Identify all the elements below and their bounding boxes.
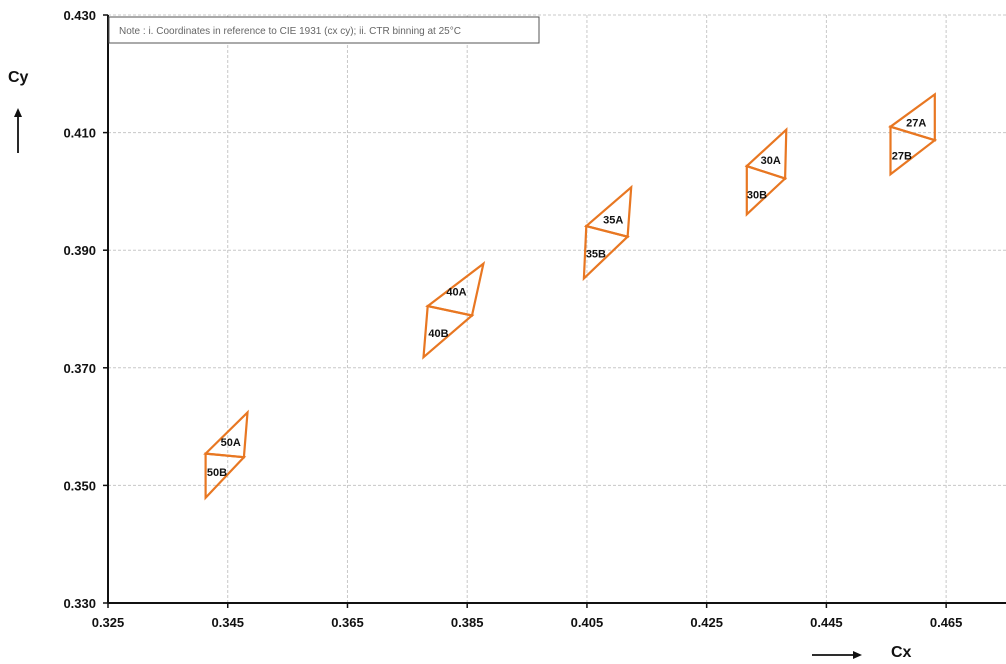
x-tick-labels: 0.325 0.345 0.365 0.385 0.405 0.425 0.445 0.465 <box>92 615 963 630</box>
bin-35b-label: 35B <box>586 249 606 261</box>
x-tick-label: 0.405 <box>571 615 604 630</box>
bin-40b-label: 40B <box>428 328 448 340</box>
bin-50b-shape <box>204 452 247 501</box>
x-tick-label: 0.325 <box>92 615 125 630</box>
bin-labels: 50A 50B 40A 40B 35A 35B 30A 30B 27A 27B <box>207 118 926 479</box>
bin-50a-label: 50A <box>221 437 241 449</box>
bin-50b-label: 50B <box>207 467 227 479</box>
bin-40a-label: 40A <box>446 286 466 298</box>
y-tick-label: 0.390 <box>63 243 96 258</box>
bin-27b-shape <box>889 125 938 177</box>
bin-27a-label: 27A <box>906 118 926 130</box>
x-tick-label: 0.445 <box>810 615 843 630</box>
x-axis-label: Cx <box>891 644 912 661</box>
note-text: Note : i. Coordinates in reference to CI… <box>119 26 461 37</box>
bin-27b-label: 27B <box>892 151 912 163</box>
x-tick-label: 0.425 <box>690 615 723 630</box>
x-axis-title: Cx <box>812 644 912 661</box>
axes <box>103 14 1006 608</box>
bin-40b-shape <box>422 304 475 360</box>
note-box: Note : i. Coordinates in reference to CI… <box>108 16 540 44</box>
y-axis-arrow-icon <box>14 108 22 117</box>
y-axis-title: Cy <box>8 69 29 153</box>
y-tick-label: 0.370 <box>63 361 96 376</box>
x-tick-label: 0.365 <box>331 615 364 630</box>
bin-35a-shape <box>583 184 633 239</box>
bin-30a-shape <box>744 127 788 181</box>
bin-35b-shape <box>582 224 630 282</box>
bin-30b-shape <box>745 164 788 217</box>
y-tick-labels: 0.330 0.350 0.370 0.390 0.410 0.430 <box>63 8 96 611</box>
y-axis-label: Cy <box>8 69 29 86</box>
grid-lines <box>108 14 1006 603</box>
y-tick-label: 0.410 <box>63 126 96 141</box>
x-axis-arrow-icon <box>853 651 862 659</box>
y-tick-label: 0.330 <box>63 596 96 611</box>
bin-30a-label: 30A <box>761 155 781 167</box>
y-tick-label: 0.350 <box>63 478 96 493</box>
x-tick-label: 0.385 <box>451 615 484 630</box>
bin-50a-shape <box>203 409 249 459</box>
bin-30b-label: 30B <box>747 189 767 201</box>
bin-shapes <box>203 92 938 501</box>
x-tick-label: 0.345 <box>211 615 244 630</box>
y-tick-label: 0.430 <box>63 8 96 23</box>
x-tick-label: 0.465 <box>930 615 963 630</box>
note-border <box>108 16 540 44</box>
bin-35a-label: 35A <box>603 215 623 227</box>
